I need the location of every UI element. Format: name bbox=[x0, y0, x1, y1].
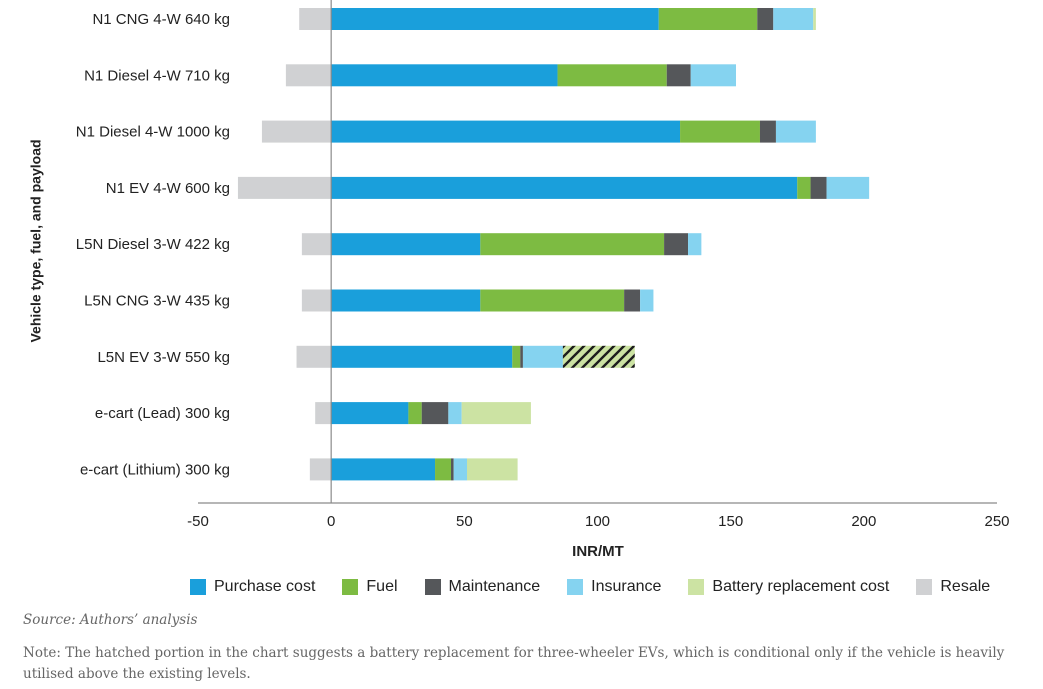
legend-item: Fuel bbox=[342, 578, 398, 596]
x-tick-label: 100 bbox=[585, 513, 610, 530]
bar-segment-battery-replacement-cost bbox=[466, 458, 518, 481]
bar-segment-fuel bbox=[658, 8, 758, 30]
source-text: Source: Authors’ analysis bbox=[23, 612, 198, 628]
category-label: L5N Diesel 3-W 422 kg bbox=[76, 236, 230, 253]
legend-label: Maintenance bbox=[448, 578, 541, 595]
category-label: N1 CNG 4-W 640 kg bbox=[92, 11, 230, 28]
bar-segment-battery-replacement-cost bbox=[461, 402, 531, 425]
legend-swatch bbox=[190, 579, 206, 595]
bar-segment-resale bbox=[301, 233, 332, 256]
bar-segment-fuel bbox=[797, 176, 811, 199]
bar-segment-resale bbox=[261, 120, 332, 143]
bar-segment-battery-replacement-cost bbox=[562, 345, 635, 368]
bar-segment-resale bbox=[309, 458, 332, 481]
x-tick-label: 200 bbox=[851, 513, 876, 530]
legend-label: Battery replacement cost bbox=[712, 578, 890, 595]
bar-segment-insurance bbox=[826, 176, 870, 199]
bar-segment-fuel bbox=[435, 458, 452, 481]
bar-segment-purchase-cost bbox=[331, 64, 558, 87]
bar-segment-fuel bbox=[480, 233, 665, 256]
x-tick-label: 50 bbox=[456, 513, 473, 530]
legend-swatch bbox=[567, 579, 584, 595]
bar-segment-maintenance bbox=[757, 8, 774, 30]
bar-segment-purchase-cost bbox=[331, 289, 481, 312]
x-axis-title: INR/MT bbox=[572, 543, 624, 560]
x-tick-label: 150 bbox=[718, 513, 743, 530]
category-label: N1 Diesel 4-W 710 kg bbox=[84, 67, 230, 84]
bar-segment-purchase-cost bbox=[331, 345, 513, 368]
legend-item: Insurance bbox=[567, 578, 661, 596]
bar-segment-maintenance bbox=[451, 458, 454, 481]
category-label: L5N EV 3-W 550 kg bbox=[97, 349, 230, 366]
legend-swatch bbox=[688, 579, 705, 595]
category-label: L5N CNG 3-W 435 kg bbox=[84, 293, 230, 310]
bar-segment-maintenance bbox=[421, 402, 449, 425]
chart-legend: Purchase cost Fuel Maintenance Insurance Bat… bbox=[190, 578, 1017, 596]
legend-swatch bbox=[916, 579, 933, 595]
bar-segment-fuel bbox=[680, 120, 760, 143]
bar-segment-maintenance bbox=[664, 233, 689, 256]
bar-segment-purchase-cost bbox=[331, 402, 409, 425]
bar-segment-purchase-cost bbox=[331, 176, 798, 199]
bar-segment-fuel bbox=[557, 64, 667, 87]
bar-segment-insurance bbox=[453, 458, 467, 481]
stacked-bar-chart: N1 CNG 4-W 640 kg N1 Diesel 4-W 710 kg N1 … bbox=[76, 0, 1010, 530]
bar-segment-resale bbox=[285, 64, 332, 87]
bar-segment-fuel bbox=[408, 402, 422, 425]
bar-segment-insurance bbox=[448, 402, 462, 425]
legend-item: Maintenance bbox=[424, 578, 541, 596]
bar-segment-resale bbox=[296, 345, 332, 368]
bar-segment-fuel bbox=[512, 345, 521, 368]
bar-segment-maintenance bbox=[520, 345, 523, 368]
x-tick-label: 0 bbox=[327, 513, 335, 530]
category-label: e-cart (Lithium) 300 kg bbox=[80, 461, 230, 478]
bar-segment-purchase-cost bbox=[331, 233, 481, 256]
legend-item: Purchase cost bbox=[190, 578, 315, 596]
bar-segment-maintenance bbox=[759, 120, 776, 143]
note-text: Note: The hatched portion in the chart s… bbox=[23, 645, 1005, 682]
legend-swatch bbox=[342, 579, 359, 595]
legend-label: Resale bbox=[940, 578, 991, 595]
bar-segment-resale bbox=[315, 402, 332, 425]
bar-segment-purchase-cost bbox=[331, 8, 659, 30]
bar-segment-maintenance bbox=[666, 64, 691, 87]
bar-segment-insurance bbox=[688, 233, 702, 256]
bar-segment-battery-replacement-cost bbox=[813, 8, 816, 30]
bar-segment-resale bbox=[301, 289, 332, 312]
x-tick-label: -50 bbox=[187, 513, 209, 530]
bar-segment-resale bbox=[237, 176, 332, 199]
bar-segment-maintenance bbox=[624, 289, 641, 312]
bar-segment-purchase-cost bbox=[331, 458, 436, 481]
bar-segment-insurance bbox=[690, 64, 736, 87]
bar-segment-resale bbox=[299, 8, 332, 30]
legend-label: Fuel bbox=[366, 578, 398, 595]
x-tick-label: 250 bbox=[984, 513, 1009, 530]
bar-segment-maintenance bbox=[810, 176, 827, 199]
legend-label: Purchase cost bbox=[214, 578, 316, 595]
legend-label: Insurance bbox=[591, 578, 662, 595]
category-label: e-cart (Lead) 300 kg bbox=[95, 405, 230, 422]
bar-segment-insurance bbox=[775, 120, 816, 143]
legend-item: Resale bbox=[916, 578, 990, 596]
legend-swatch bbox=[424, 579, 441, 595]
bar-segment-fuel bbox=[480, 289, 625, 312]
legend-item: Battery replacement cost bbox=[688, 578, 889, 596]
bar-segment-purchase-cost bbox=[331, 120, 681, 143]
y-axis-title: Vehicle type, fuel, and payload bbox=[27, 139, 44, 343]
bar-segment-insurance bbox=[773, 8, 814, 30]
bar-segment-insurance bbox=[640, 289, 654, 312]
category-label: N1 Diesel 4-W 1000 kg bbox=[76, 124, 230, 141]
bar-segment-insurance bbox=[522, 345, 563, 368]
category-label: N1 EV 4-W 600 kg bbox=[106, 180, 230, 197]
